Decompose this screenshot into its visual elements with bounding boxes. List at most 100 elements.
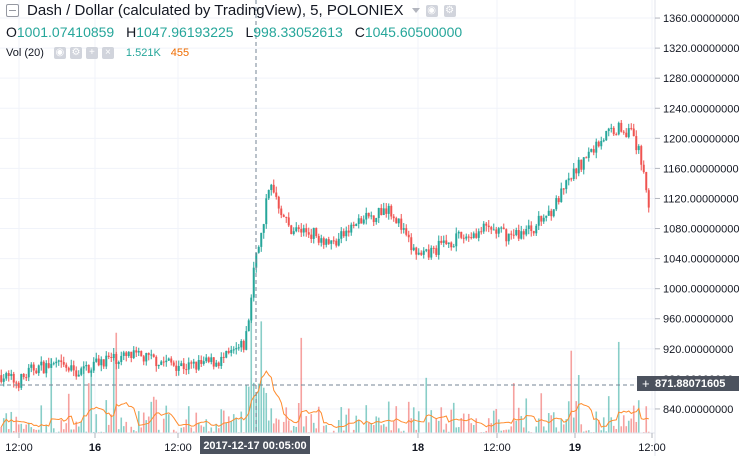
- candle-body: [575, 168, 578, 174]
- candle-body: [447, 242, 450, 245]
- time-axis[interactable]: 12:00 16 12:00 18 12:00 19 12:00: [5, 433, 666, 454]
- candle-body: [567, 178, 570, 181]
- volume-bar: [387, 401, 390, 433]
- time-tick-label: 18: [412, 442, 424, 454]
- candle-body: [595, 141, 598, 153]
- plus-icon[interactable]: +: [85, 47, 98, 59]
- volume-bar: [82, 366, 85, 433]
- volume-bar: [345, 414, 348, 433]
- volume-bar: [575, 401, 578, 433]
- gear-icon[interactable]: ⚙: [443, 4, 456, 17]
- candle-body: [432, 247, 435, 249]
- candle-body: [252, 267, 255, 298]
- candle-body: [17, 382, 20, 388]
- candle-body: [392, 216, 395, 219]
- candle-body: [37, 365, 40, 374]
- volume-bar: [282, 421, 285, 433]
- candle-body: [382, 208, 385, 215]
- candle-body: [175, 365, 178, 371]
- chevron-down-icon[interactable]: [411, 8, 420, 13]
- gear-icon[interactable]: ⚙: [69, 47, 82, 59]
- volume-bar: [595, 411, 598, 433]
- candle-body: [195, 361, 198, 370]
- volume-bar: [502, 430, 505, 433]
- candle-body: [52, 363, 55, 365]
- volume-bar: [332, 430, 335, 433]
- volume-label[interactable]: Vol (20): [6, 47, 44, 59]
- candle-body: [117, 362, 120, 365]
- candle-body: [7, 373, 10, 377]
- candle-body: [440, 240, 443, 243]
- volume-bar: [95, 414, 98, 433]
- volume-bar: [187, 406, 190, 433]
- volume-bar: [572, 417, 575, 433]
- candle-body: [445, 240, 448, 245]
- candle-body: [562, 188, 565, 190]
- candle-body: [45, 363, 48, 374]
- time-tick-label: 12:00: [483, 442, 511, 454]
- candle-body: [5, 373, 8, 379]
- volume-bar: [230, 421, 233, 433]
- candle-body: [635, 136, 638, 151]
- candle-body: [297, 227, 300, 229]
- volume-bar: [475, 418, 478, 433]
- close-icon[interactable]: ×: [101, 47, 114, 59]
- candle-body: [557, 198, 560, 203]
- candle-body: [80, 368, 83, 375]
- volume-bar: [287, 420, 290, 433]
- eye-icon[interactable]: ◉: [425, 4, 438, 17]
- candle-body: [247, 320, 250, 332]
- volume-bar: [410, 418, 413, 433]
- candle-body: [132, 350, 135, 359]
- candle-body: [540, 215, 543, 222]
- volume-bar: [570, 350, 573, 433]
- symbol-title[interactable]: Dash / Dollar (calculated by TradingView…: [27, 2, 404, 19]
- candle-body: [120, 355, 123, 363]
- candle-body: [592, 149, 595, 153]
- candle-body: [627, 128, 630, 138]
- volume-bar: [52, 428, 55, 433]
- candle-body: [172, 362, 175, 366]
- candle-body: [620, 122, 623, 132]
- volume-bar: [605, 431, 608, 433]
- price-axis[interactable]: 1360.00000000 1320.00000000 1280.00000000 1…: [655, 13, 739, 416]
- eye-icon[interactable]: ◉: [53, 47, 66, 59]
- volume-bar: [37, 429, 40, 433]
- candle-body: [515, 230, 518, 235]
- candle-body: [450, 242, 453, 248]
- time-tick-label: 19: [569, 442, 581, 454]
- volume-bar: [357, 420, 360, 433]
- volume-bar: [295, 426, 298, 433]
- volume-bar: [125, 421, 128, 433]
- volume-bar: [395, 406, 398, 433]
- candle-body: [570, 178, 573, 180]
- volume-bar: [240, 411, 243, 433]
- volume-bar: [262, 387, 265, 433]
- candle-body: [87, 364, 90, 373]
- crosshair-price-label: + 871.88071605: [637, 376, 739, 391]
- volume-bar: [257, 383, 260, 433]
- candle-body: [262, 224, 265, 233]
- volume-bar: [22, 428, 25, 433]
- volume-bar: [620, 426, 623, 433]
- candle-body: [2, 378, 5, 382]
- candle-body: [35, 370, 38, 374]
- candle-body: [352, 224, 355, 227]
- volume-bar: [265, 392, 268, 433]
- candle-body: [327, 239, 330, 244]
- candle-body: [270, 184, 273, 191]
- crosshair-time-label: 2017-12-17 00:05:00: [200, 436, 310, 454]
- candle-body: [295, 227, 298, 232]
- volume-bar: [607, 396, 610, 433]
- volume-bar: [520, 416, 523, 433]
- candle-body: [475, 233, 478, 238]
- candle-body: [537, 215, 540, 226]
- candle-body: [215, 362, 218, 367]
- volume-bar: [385, 426, 388, 433]
- candle-body: [240, 340, 243, 348]
- candle-body: [245, 331, 248, 350]
- volume-bar: [197, 422, 200, 433]
- collapse-icon[interactable]: [6, 4, 19, 17]
- candle-body: [135, 350, 138, 353]
